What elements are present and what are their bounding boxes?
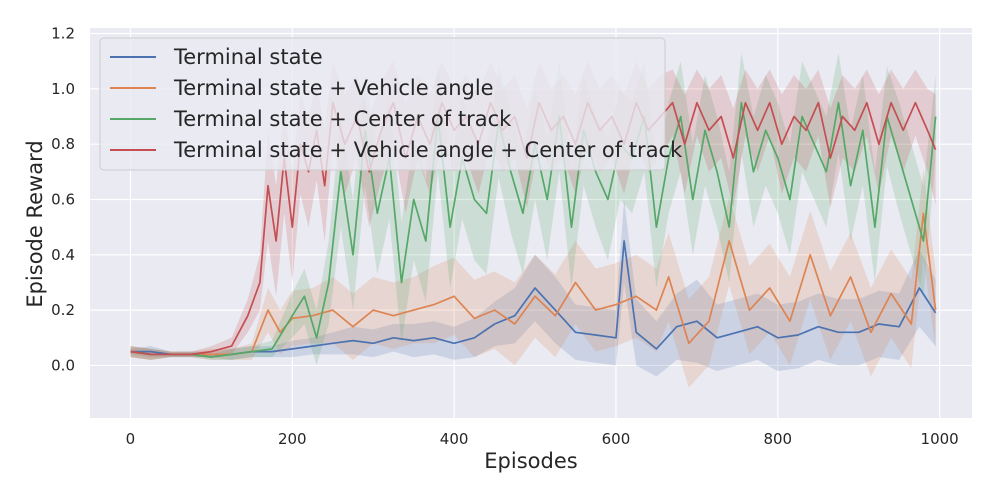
legend-box — [99, 37, 666, 171]
y-tick-label: 0.8 — [51, 135, 75, 153]
series-line-2 — [130, 101, 937, 358]
x-axis-label: Episodes — [484, 449, 577, 473]
x-tick-label: 1000 — [921, 430, 959, 448]
x-tick-label: 400 — [440, 430, 469, 448]
legend-label-2: Terminal state + Center of track — [173, 107, 512, 131]
legend-label-3: Terminal state + Vehicle angle + Center … — [173, 138, 683, 162]
legend-items: Terminal state Terminal state + Vehicle a… — [110, 45, 683, 162]
x-tick-label: 800 — [763, 430, 792, 448]
y-tick-label: 1.0 — [51, 80, 75, 98]
y-axis-label: Episode Reward — [23, 140, 47, 307]
series-band-2 — [130, 52, 936, 366]
legend: Terminal state Terminal state + Vehicle a… — [99, 37, 683, 171]
y-tick-label: 0.0 — [51, 356, 75, 374]
x-tick-label: 600 — [602, 430, 631, 448]
legend-label-1: Terminal state + Vehicle angle — [173, 76, 494, 100]
y-tick-label: 0.2 — [51, 301, 75, 319]
y-tick-label: 0.6 — [51, 190, 75, 208]
y-tick-label: 0.4 — [51, 246, 75, 264]
y-tick-label: 1.2 — [51, 25, 75, 43]
x-axis-ticks: 0 200 400 600 800 1000 — [126, 430, 959, 448]
series-line-1 — [130, 212, 937, 356]
series-band-1 — [130, 169, 936, 388]
x-tick-label: 200 — [278, 430, 307, 448]
x-tick-label: 0 — [126, 430, 136, 448]
series-line-0 — [130, 240, 937, 356]
legend-label-0: Terminal state — [173, 45, 323, 69]
y-axis-ticks: 0.0 0.2 0.4 0.6 0.8 1.0 1.2 — [51, 25, 75, 375]
